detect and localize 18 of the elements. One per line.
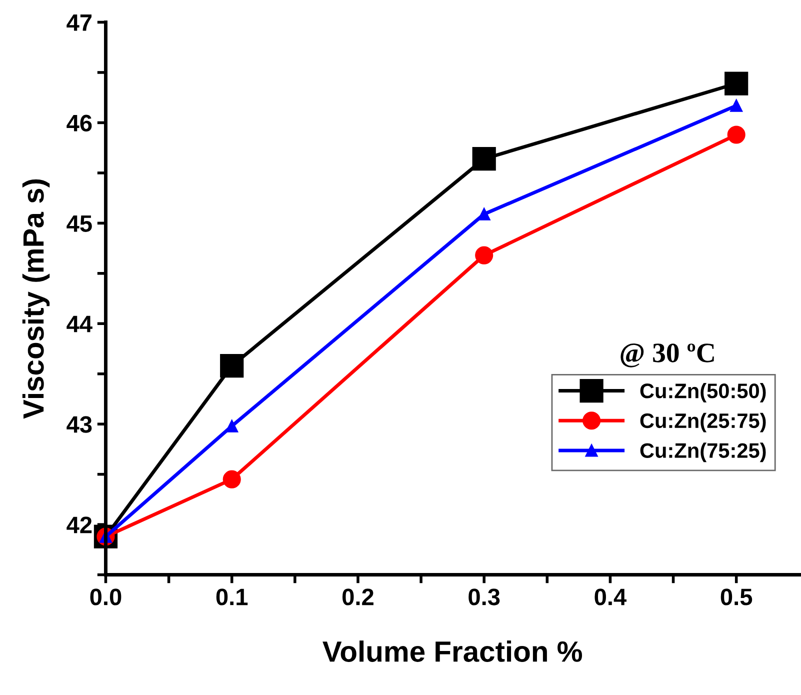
y-tick-label: 44 — [66, 316, 92, 332]
x-axis-title: Volume Fraction % — [322, 640, 582, 662]
legend-label: Cu:Zn(75:25) — [640, 442, 766, 462]
x-tick-label: 0.4 — [594, 588, 627, 606]
annotation: @ 30 ºC — [620, 344, 714, 368]
x-tick-label: 0.0 — [90, 588, 122, 606]
x-tick-label: 0.5 — [720, 588, 752, 606]
y-axis-title: Viscosity (mPa s) — [22, 179, 50, 419]
legend-label: Cu:Zn(50:50) — [640, 382, 766, 402]
x-tick-label: 0.1 — [216, 588, 248, 606]
y-tick-label: 47 — [66, 14, 92, 31]
x-tick-label: 0.3 — [468, 588, 500, 606]
y-tick-label: 42 — [66, 516, 92, 534]
y-tick-label: 45 — [66, 215, 92, 232]
x-tick-label: 0.2 — [342, 588, 374, 606]
legend-label: Cu:Zn(25:75) — [640, 412, 766, 432]
y-tick-label: 46 — [66, 114, 92, 132]
y-tick-label: 43 — [66, 416, 92, 433]
